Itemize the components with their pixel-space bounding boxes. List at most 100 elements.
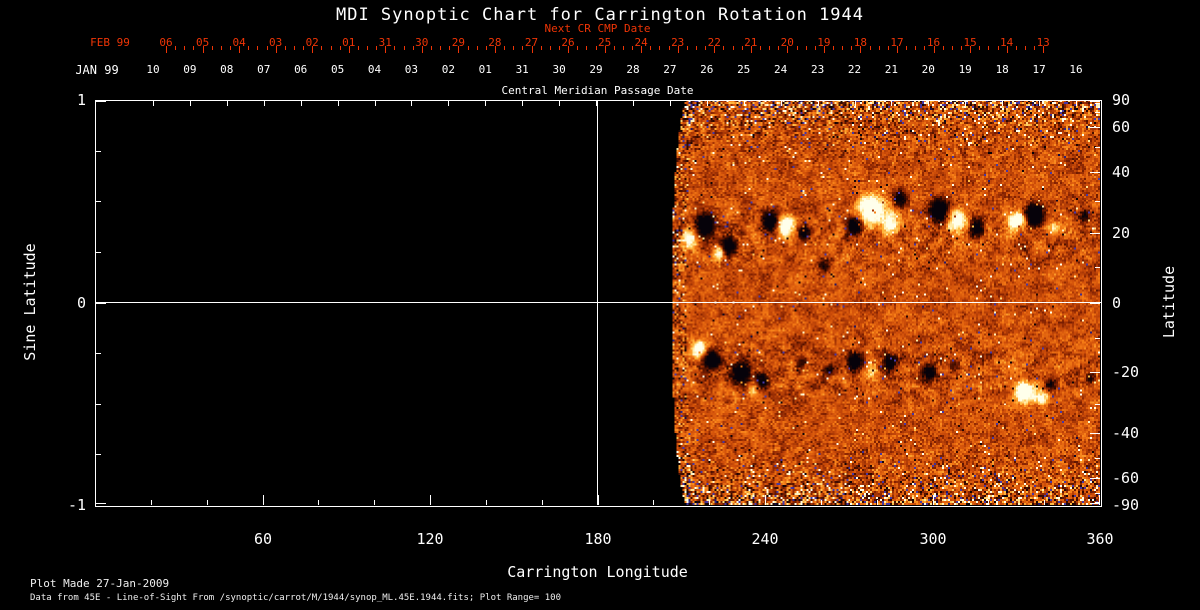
next-cr-minor-tick	[403, 46, 405, 50]
next-cr-tick	[239, 46, 241, 53]
right-minor-tick	[1095, 493, 1100, 494]
next-cr-tick	[275, 46, 277, 53]
next-cr-minor-tick	[1024, 46, 1026, 50]
next-cr-minor-tick	[431, 46, 432, 50]
right-minor-tick	[1095, 147, 1100, 148]
next-cr-date-label: 19	[817, 36, 831, 49]
next-cr-date-label: 05	[195, 36, 210, 49]
next-cr-tick	[933, 46, 935, 53]
cmp-date-tick	[559, 101, 561, 106]
next-cr-tick	[677, 46, 679, 53]
right-minor-tick	[1095, 404, 1100, 405]
cmp-date-label: 09	[183, 63, 197, 76]
cmp-date-tick	[411, 101, 413, 106]
right-major-tick	[1090, 372, 1100, 373]
bottom-minor-tick	[542, 500, 543, 505]
next-cr-minor-tick	[449, 46, 451, 50]
next-cr-minor-tick	[759, 46, 761, 50]
bottom-minor-tick	[207, 500, 208, 505]
next-cr-tick	[1006, 46, 1008, 53]
next-cr-minor-tick	[723, 46, 725, 50]
bottom-minor-tick	[1044, 500, 1045, 505]
next-cr-date-label: 14	[999, 36, 1014, 49]
cmp-date-label: 24	[773, 63, 788, 76]
bottom-major-tick	[598, 495, 599, 505]
next-cr-minor-tick	[303, 46, 305, 50]
next-cr-date-label: 26	[561, 36, 575, 49]
bottom-minor-tick	[486, 500, 487, 505]
next-cr-minor-tick	[622, 46, 624, 50]
next-cr-minor-tick	[696, 46, 697, 50]
bottom-minor-tick	[318, 500, 319, 505]
cmp-date-tick	[189, 101, 191, 106]
next-cr-minor-tick	[851, 46, 853, 50]
next-cr-minor-tick	[513, 46, 515, 50]
right-axis-tick-label: -60	[1112, 469, 1140, 487]
next-cr-minor-tick	[549, 46, 551, 50]
next-cr-minor-tick	[924, 46, 926, 50]
left-minor-tick	[96, 353, 101, 354]
next-cr-minor-tick	[522, 46, 524, 50]
cmp-date-tick	[743, 101, 745, 106]
right-major-tick	[1090, 233, 1100, 234]
next-cr-date-label: 06	[159, 36, 173, 49]
cmp-date-label: 07	[257, 63, 271, 76]
cmp-date-tick	[522, 101, 524, 106]
cmp-date-tick	[485, 101, 487, 106]
cmp-date-label: 21	[884, 63, 899, 76]
cmp-date-tick	[300, 101, 302, 106]
bottom-minor-tick	[709, 500, 710, 505]
next-cr-minor-tick	[586, 46, 588, 50]
bottom-axis-tick-label: 300	[919, 530, 947, 548]
next-cr-minor-tick	[796, 46, 798, 50]
equator-line	[95, 302, 1101, 303]
next-cr-tick	[494, 46, 496, 53]
next-cr-minor-tick	[321, 46, 323, 50]
cmp-date-tick	[928, 101, 930, 106]
cmp-date-tick	[706, 101, 708, 106]
chart-title: MDI Synoptic Chart for Carrington Rotati…	[335, 5, 865, 25]
right-minor-tick	[1095, 338, 1100, 339]
cmp-date-label: 20	[921, 63, 935, 76]
next-cr-minor-tick	[266, 46, 268, 50]
next-cr-tick	[823, 46, 825, 53]
next-cr-minor-tick	[805, 46, 807, 50]
next-cr-minor-tick	[668, 46, 670, 50]
next-cr-date-label: 21	[744, 36, 758, 49]
next-cr-minor-tick	[778, 46, 780, 50]
next-cr-tick	[750, 46, 752, 53]
right-axis-tick-label: 60	[1112, 118, 1131, 136]
next-cr-date-label: 03	[268, 36, 283, 49]
cmp-date-label: 26	[700, 63, 714, 76]
next-cr-minor-tick	[367, 46, 368, 50]
left-major-tick	[96, 303, 106, 304]
next-cr-tick	[348, 46, 350, 53]
next-cr-tick	[714, 46, 716, 53]
next-cr-date-label: 31	[378, 36, 392, 49]
cmp-date-tick	[817, 101, 819, 106]
left-major-tick	[96, 101, 106, 102]
next-cr-minor-tick	[175, 46, 177, 50]
next-cr-tick	[897, 46, 898, 53]
next-cr-minor-tick	[732, 46, 734, 50]
footer-plot-made: Plot Made 27-Jan-2009	[30, 577, 170, 590]
next-cr-minor-tick	[257, 46, 259, 50]
right-axis-tick-label: 90	[1112, 91, 1131, 109]
next-cr-minor-tick	[613, 46, 615, 50]
right-major-tick	[1090, 101, 1100, 102]
cmp-date-label: 10	[146, 63, 160, 76]
next-cr-minor-tick	[1034, 46, 1036, 50]
cmp-date-tick	[854, 101, 856, 106]
right-minor-tick	[1095, 502, 1100, 503]
bottom-axis-tick-label: 240	[751, 530, 779, 548]
right-major-tick	[1090, 172, 1100, 173]
bottom-major-tick	[933, 495, 934, 505]
right-minor-tick	[1095, 458, 1100, 459]
next-cr-tick	[604, 46, 606, 53]
cmp-date-label: 30	[552, 63, 566, 76]
next-cr-minor-tick	[942, 46, 944, 50]
next-cr-tick	[166, 46, 167, 53]
next-cr-date-label: 25	[597, 36, 612, 49]
next-cr-minor-tick	[1015, 46, 1017, 50]
